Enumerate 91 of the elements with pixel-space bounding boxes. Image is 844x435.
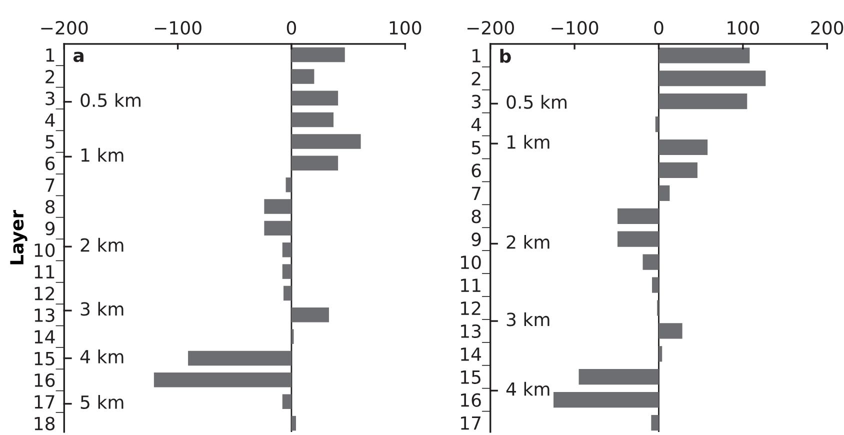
bar: [282, 242, 292, 258]
y-tick-label: 11: [34, 265, 54, 278]
bar: [291, 329, 294, 344]
y-tick-label: 3: [472, 94, 481, 108]
y-tick-label: 17: [461, 416, 480, 430]
bar: [188, 350, 292, 366]
bar: [658, 70, 766, 86]
y-tick-label: 13: [34, 308, 54, 322]
bar: [264, 220, 292, 236]
bar: [658, 323, 682, 339]
annotation: 5 km: [80, 395, 124, 410]
y-tick-label: 2: [46, 70, 54, 84]
bar: [291, 112, 334, 128]
bar: [578, 369, 659, 385]
bar: [291, 90, 338, 106]
y-tick-label: 5: [46, 135, 54, 149]
bar: [291, 308, 329, 322]
bar: [658, 346, 662, 362]
bar: [291, 47, 345, 62]
annotation: 4 km: [80, 350, 124, 364]
bar: [651, 414, 659, 431]
x-tick-label: 0: [286, 20, 296, 35]
y-tick-label: 15: [461, 370, 480, 384]
bar: [291, 156, 338, 171]
chart-title: b: [500, 48, 511, 63]
y-tick-label: 7: [46, 178, 54, 192]
bar: [282, 394, 292, 409]
y-tick-label: 2: [472, 72, 480, 86]
y-tick-label: 9: [45, 222, 55, 236]
bar: [154, 372, 292, 388]
y-tick-label: 1: [46, 48, 54, 62]
y-tick-label: 17: [34, 395, 54, 408]
x-tick-label: −200: [467, 20, 514, 35]
x-tick-label: 200: [811, 20, 844, 35]
y-tick-label: 5: [472, 140, 480, 154]
annotation: 4 km: [506, 382, 550, 396]
bar: [642, 254, 659, 270]
annotation: 3 km: [506, 312, 550, 326]
annotation: 2 km: [506, 234, 550, 249]
annotation: 0.5 km: [506, 94, 566, 109]
y-tick-label: 11: [461, 278, 480, 292]
bar: [291, 416, 296, 431]
bar: [291, 69, 314, 84]
y-tick-label: 12: [461, 301, 480, 315]
chart-title: a: [73, 52, 84, 62]
y-tick-label: 18: [34, 416, 55, 430]
y-tick-label: 8: [46, 200, 55, 214]
annotation: 1 km: [81, 148, 124, 162]
y-tick-label: 9: [472, 232, 481, 246]
y-tick-label: 16: [34, 373, 55, 388]
y-tick-label: 6: [46, 156, 55, 170]
y-tick-label: 1: [472, 49, 480, 62]
bar: [658, 162, 698, 178]
y-tick-label: 15: [34, 352, 54, 366]
annotation: 2 km: [80, 238, 124, 252]
bar: [652, 277, 659, 293]
bar: [286, 177, 292, 192]
bar: [658, 94, 748, 110]
annotation: 3 km: [80, 302, 124, 316]
y-tick-label: 4: [471, 118, 482, 132]
x-tick-label: 0: [654, 20, 664, 35]
x-tick-label: −100: [154, 20, 202, 35]
bar: [617, 208, 659, 224]
y-tick-label: 6: [472, 164, 481, 178]
bar: [554, 392, 659, 408]
bar: [264, 199, 292, 214]
y-tick-label: 14: [461, 348, 482, 361]
bar: [291, 134, 361, 149]
annotation: 0.5 km: [80, 93, 140, 108]
bar: [658, 48, 750, 64]
y-tick-label: 3: [46, 92, 54, 106]
y-tick-label: 10: [461, 256, 481, 270]
x-tick-label: 100: [390, 20, 422, 35]
y-tick-label: 16: [461, 393, 481, 407]
annotation: 1 km: [508, 134, 550, 149]
y-tick-label: 12: [34, 286, 54, 300]
y-tick-label: 10: [34, 243, 55, 257]
x-tick-label: −100: [552, 20, 598, 35]
x-tick-label: 100: [728, 20, 759, 35]
x-tick-label: −200: [41, 20, 88, 35]
y-tick-label: 14: [34, 330, 55, 344]
y-tick-label: 4: [45, 114, 55, 127]
y-tick-label: 13: [461, 324, 481, 338]
bar: [284, 286, 292, 301]
bar: [658, 139, 708, 156]
bar: [282, 264, 292, 279]
y-axis-title: Layer: [10, 210, 28, 264]
y-tick-label: 7: [472, 186, 480, 200]
bar: [658, 185, 670, 201]
bar: [617, 231, 659, 247]
y-tick-label: 8: [472, 210, 481, 224]
